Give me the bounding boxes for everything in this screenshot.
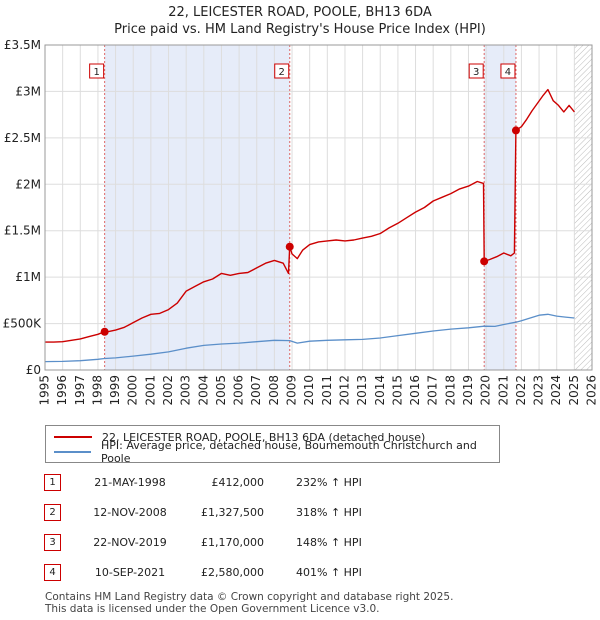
x-tick-label: 1996 — [55, 375, 69, 406]
y-tick-label: £0 — [26, 363, 41, 377]
x-tick-label: 2022 — [514, 375, 528, 406]
x-tick-label: 2013 — [355, 375, 369, 406]
x-tick-label: 2012 — [337, 375, 351, 406]
sale-hpi-change: 232% ↑ HPI — [296, 476, 362, 489]
sale-hpi-change: 318% ↑ HPI — [296, 506, 362, 519]
sale-marker-badge — [89, 63, 105, 79]
shaded-period — [104, 45, 290, 370]
sale-date: 12-NOV-2008 — [93, 506, 167, 519]
x-tick-label: 2006 — [232, 375, 246, 406]
x-tick-label: 2024 — [549, 375, 563, 406]
sale-price: £412,000 — [211, 476, 265, 489]
x-tick-label: 2019 — [461, 375, 475, 406]
sale-price: £1,170,000 — [201, 536, 264, 549]
y-tick-label: £1.5M — [4, 224, 41, 238]
x-tick-label: 2002 — [161, 375, 175, 406]
x-tick-label: 2009 — [285, 375, 299, 406]
sale-marker-label: 3 — [473, 67, 479, 78]
y-tick-label: £2.5M — [4, 131, 41, 145]
sale-price: £1,327,500 — [201, 506, 264, 519]
x-tick-label: 2025 — [567, 375, 581, 406]
sale-date: 21-MAY-1998 — [94, 476, 166, 489]
x-tick-label: 2021 — [496, 375, 510, 406]
sale-hpi-change: 401% ↑ HPI — [296, 566, 362, 579]
sale-date: 10-SEP-2021 — [94, 566, 166, 579]
chart-legend: 22, LEICESTER ROAD, POOLE, BH13 6DA (det… — [45, 425, 500, 465]
sale-price: £2,580,000 — [201, 566, 264, 579]
sale-number-badge: 2 — [44, 504, 61, 521]
y-tick-label: £2M — [15, 177, 41, 191]
sale-marker-label: 1 — [93, 67, 99, 78]
legend-item-property: 22, LEICESTER ROAD, POOLE, BH13 6DA (det… — [54, 430, 425, 444]
plot-frame — [44, 44, 593, 371]
x-tick-label: 2000 — [126, 375, 140, 406]
x-tick-label: 2003 — [179, 375, 193, 406]
sale-marker-badge — [500, 63, 516, 79]
copyright-footer: Contains HM Land Registry data © Crown c… — [45, 591, 453, 615]
property-price-line — [45, 88, 575, 343]
x-tick-label: 2008 — [267, 375, 281, 406]
legend-swatch-property — [54, 436, 92, 438]
shaded-period — [484, 45, 516, 370]
sale-point — [285, 242, 294, 251]
sale-number-badge: 4 — [44, 564, 61, 581]
x-tick-label: 2017 — [426, 375, 440, 406]
chart-title: 22, LEICESTER ROAD, POOLE, BH13 6DA — [168, 5, 432, 20]
sale-date: 22-NOV-2019 — [93, 536, 167, 549]
x-tick-label: 2010 — [302, 375, 316, 406]
chart-subtitle: Price paid vs. HM Land Registry's House … — [114, 22, 486, 37]
sale-hpi-change: 148% ↑ HPI — [296, 536, 362, 549]
sale-marker-label: 4 — [505, 67, 511, 78]
y-tick-label: £3.5M — [4, 38, 41, 52]
x-tick-label: 1997 — [73, 375, 87, 406]
sale-point — [100, 327, 109, 336]
sale-point — [511, 126, 520, 135]
legend-label-property: 22, LEICESTER ROAD, POOLE, BH13 6DA (det… — [102, 430, 426, 444]
price-chart: 1 2 3 4 £0 £500K £1M £1.5M £2M £2.5M £3M £3.5M 1995… — [3, 38, 599, 406]
x-tick-label: 2005 — [214, 375, 228, 406]
legend-label-hpi: HPI: Average price, detached house, Bour… — [100, 439, 477, 465]
x-tick-label: 2016 — [408, 375, 422, 406]
x-tick-label: 2020 — [479, 375, 493, 406]
x-tick-label: 1995 — [38, 375, 52, 406]
x-tick-label: 2004 — [196, 375, 210, 406]
sale-marker-badge — [274, 63, 290, 79]
chart-title-block: 22, LEICESTER ROAD, POOLE, BH13 6DA Pric… — [0, 4, 600, 38]
sale-marker-badge — [468, 63, 484, 79]
x-tick-label: 2014 — [373, 375, 387, 406]
x-tick-label: 2023 — [532, 375, 546, 406]
legend-item-hpi: HPI: Average price, detached house, Bour… — [54, 439, 499, 465]
y-tick-label: £1M — [15, 270, 41, 284]
sale-number-badge: 3 — [44, 534, 61, 551]
y-tick-label: £3M — [15, 84, 41, 98]
hpi-line — [44, 313, 575, 363]
forecast-hatch — [574, 45, 592, 370]
sale-number-badge: 1 — [44, 474, 61, 491]
x-tick-label: 1999 — [108, 375, 122, 406]
legend-swatch-hpi — [54, 451, 91, 453]
x-tick-label: 2001 — [143, 375, 157, 406]
footer-line-copyright: Contains HM Land Registry data © Crown c… — [45, 591, 454, 603]
x-tick-label: 2007 — [249, 375, 263, 406]
x-tick-label: 2011 — [320, 375, 334, 406]
sale-point — [480, 257, 489, 266]
x-tick-label: 2026 — [585, 375, 599, 406]
sale-marker-label: 2 — [279, 67, 285, 78]
y-tick-label: £500K — [3, 317, 43, 331]
footer-line-licence: This data is licensed under the Open Gov… — [45, 603, 380, 615]
x-tick-label: 1998 — [90, 375, 104, 406]
x-tick-label: 2015 — [390, 375, 404, 406]
x-tick-label: 2018 — [443, 375, 457, 406]
